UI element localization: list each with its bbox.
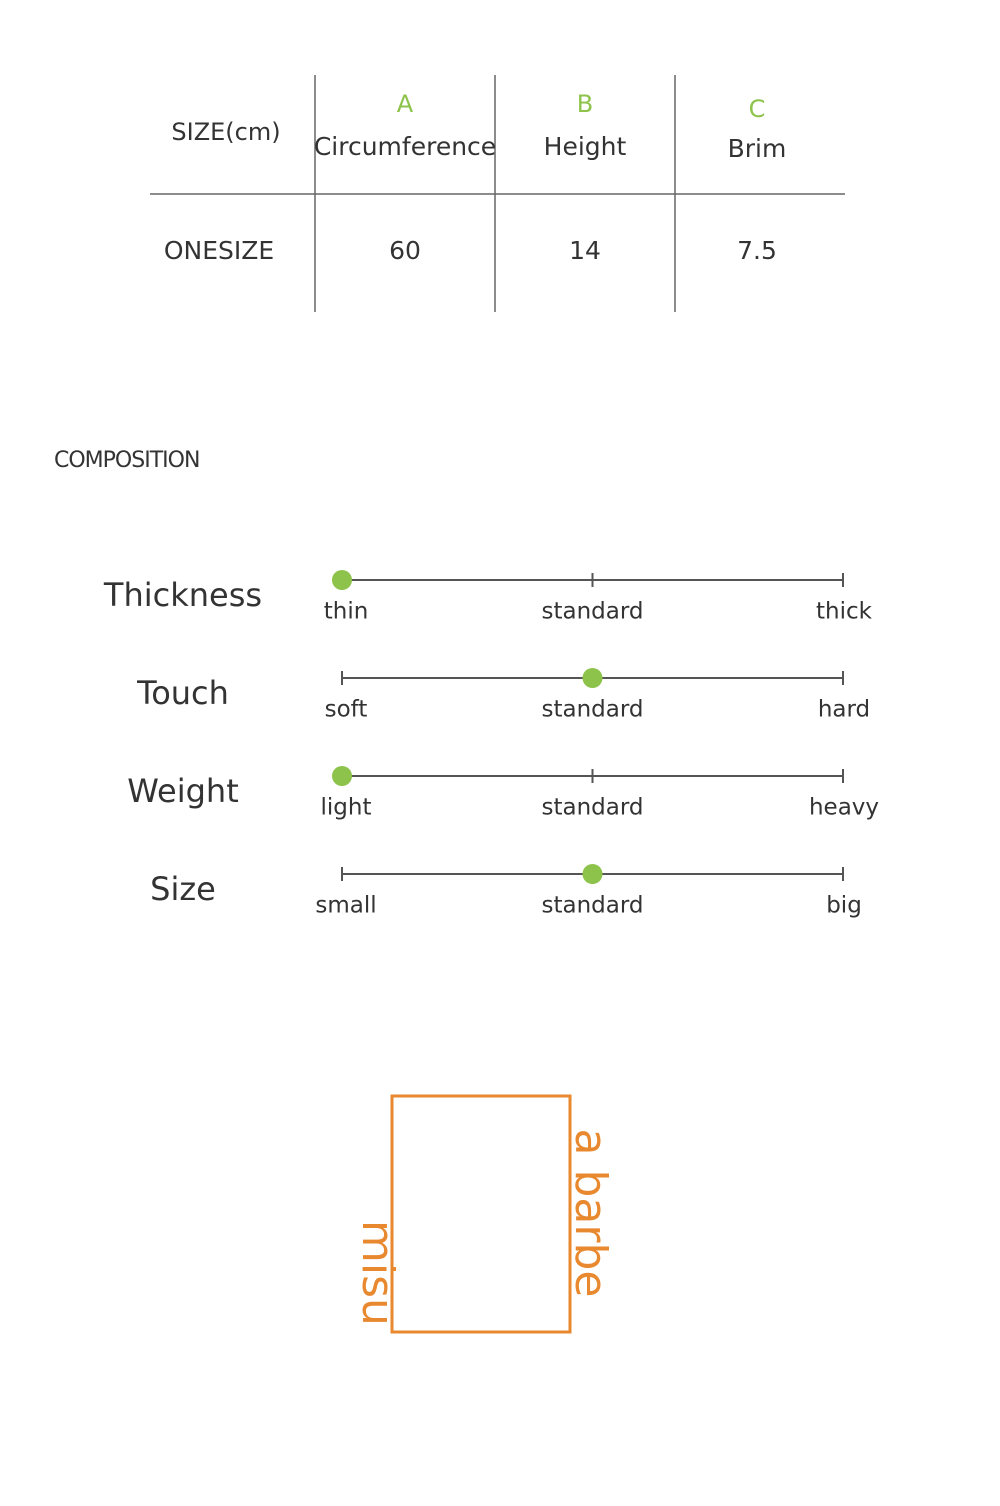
column-header: Height — [544, 132, 627, 161]
scale-marker — [332, 766, 352, 786]
column-header: Circumference — [314, 132, 496, 161]
column-header: SIZE(cm) — [171, 118, 280, 146]
scale-option: standard — [541, 795, 643, 821]
scale-option: big — [826, 893, 862, 919]
scale-option: small — [315, 893, 376, 919]
scale-marker — [582, 864, 603, 884]
section-title: COMPOSITION — [54, 448, 199, 473]
column-letter: A — [397, 90, 414, 118]
logo-box — [390, 1094, 572, 1334]
scale-option: standard — [541, 599, 643, 625]
column-letter: B — [577, 90, 593, 118]
scale-option: soft — [325, 697, 368, 723]
column-letter: C — [749, 95, 766, 123]
logo-text: a barbe — [565, 1129, 616, 1298]
table-cell: 14 — [569, 236, 601, 265]
scale-marker — [582, 668, 603, 688]
scale-label: Weight — [127, 772, 238, 810]
scale-option: light — [321, 795, 372, 821]
table-cell: ONESIZE — [164, 236, 274, 265]
scale-option: standard — [541, 697, 643, 723]
scale-option: thick — [816, 599, 873, 625]
scale-option: hard — [818, 697, 870, 723]
scale-option: standard — [541, 893, 643, 919]
logo-text: misu — [352, 1220, 403, 1326]
scale-label: Size — [150, 870, 216, 908]
scale-label: Thickness — [103, 576, 262, 614]
table-cell: 60 — [389, 236, 421, 265]
scale-marker — [332, 570, 352, 590]
scale-option: heavy — [809, 795, 879, 821]
scale-label: Touch — [136, 674, 229, 712]
scale-option: thin — [324, 599, 369, 625]
column-header: Brim — [728, 134, 787, 163]
table-cell: 7.5 — [737, 236, 777, 265]
